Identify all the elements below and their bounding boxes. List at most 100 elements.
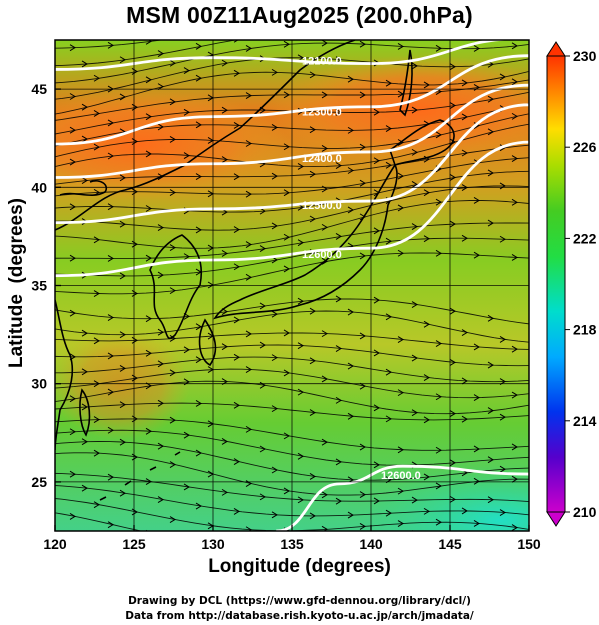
wind-arrow [335,345,342,352]
wind-arrow [423,81,430,89]
wind-arrow [169,135,176,143]
wind-arrow [283,265,290,273]
wind-arrow [157,123,164,131]
wind-arrow [69,254,76,262]
wind-arrow [449,174,456,181]
wind-arrow [335,108,342,116]
wind-arrow [450,10,455,16]
wind-arrow [233,458,240,466]
wind-arrow [435,131,442,139]
wind-arrow [169,287,176,295]
wind-arrow [245,140,252,147]
wind-arrow [283,432,290,440]
wind-arrow [487,219,494,227]
wind-arrow [259,207,266,215]
wind-arrow [259,302,266,310]
wind-arrow [511,345,518,353]
wind-arrow [69,158,76,166]
wind-arrow [69,309,76,317]
wind-arrow [499,335,506,343]
wind-arrow [461,507,468,515]
wind-arrow [283,329,290,337]
x-tick-label: 130 [201,536,225,552]
wind-arrow [335,497,342,505]
wind-arrow [511,391,518,399]
colorbar-gradient [546,55,566,513]
wind-arrow [157,328,164,336]
wind-arrow [245,44,252,52]
wind-arrow [321,257,328,265]
wind-arrow [195,173,202,180]
wind-arrow [423,235,430,243]
wind-arrow [272,30,277,36]
wind-arrow [81,403,88,411]
x-tick-label: 125 [122,536,146,552]
wind-arrow [119,489,126,497]
wind-arrow [107,152,114,160]
y-tick-label: 25 [31,474,47,490]
wind-arrow [183,108,190,116]
credit-data: Data from http://database.rish.kyoto-u.a… [125,610,474,622]
wind-arrow [107,352,114,360]
contour-label: 12500.0 [302,200,342,212]
wind-arrow [271,172,278,180]
wind-arrow [297,496,304,504]
streamline [55,512,143,531]
wind-arrow [335,458,342,466]
wind-arrow [245,366,252,373]
wind-arrow [195,502,202,510]
wind-arrow [423,155,430,163]
colorbar-tick-label: 214 [573,413,597,429]
wind-arrow [511,524,518,531]
wind-arrow [359,382,366,390]
wind-arrow [93,416,100,424]
wind-arrow [245,330,252,338]
coast-kyushu [198,318,217,367]
wind-arrow [169,335,176,342]
wind-arrow [119,56,126,64]
wind-arrow [184,537,189,543]
wind-arrow [145,113,152,121]
wind-arrow [435,44,442,52]
wind-arrow [157,442,164,450]
wind-arrow [411,106,418,114]
wind-arrow [271,405,278,413]
wind-arrow [107,473,114,481]
wind-arrow [412,10,417,16]
coast-ryukyu [99,451,181,501]
wind-arrow [271,511,278,519]
x-tick-label: 150 [517,536,541,552]
wind-arrow [245,526,252,531]
wind-arrow [321,145,328,152]
wind-arrow [93,110,100,117]
wind-arrow [385,125,392,133]
wind-arrow [336,12,341,18]
wind-arrow [423,507,430,515]
wind-arrow [145,205,152,212]
wind-arrow [195,74,202,82]
wind-arrow [297,388,304,396]
wind-arrow [411,354,418,362]
wind-arrow [297,297,304,305]
wind-arrow [297,342,304,350]
coast-taiwan [79,388,91,437]
wind-arrow [487,169,494,177]
wind-arrow [157,496,164,503]
wind-arrow [271,124,278,131]
wind-arrow [69,470,76,478]
x-tick-labels: 120 125 130 135 140 145 150 [43,525,541,552]
wind-arrow [145,427,152,435]
wind-arrow [511,78,518,86]
wind-arrow [271,466,278,474]
wind-arrow [347,511,354,519]
wind-arrow [271,68,278,76]
wind-arrow [119,220,126,228]
wind-arrow [487,361,494,369]
wind-arrow [461,415,468,423]
wind-arrow [183,431,190,439]
wind-arrow [473,394,480,401]
wind-arrow [107,521,114,529]
wind-arrow [221,156,228,164]
wind-arrow [461,234,468,242]
wind-arrow [473,251,480,259]
